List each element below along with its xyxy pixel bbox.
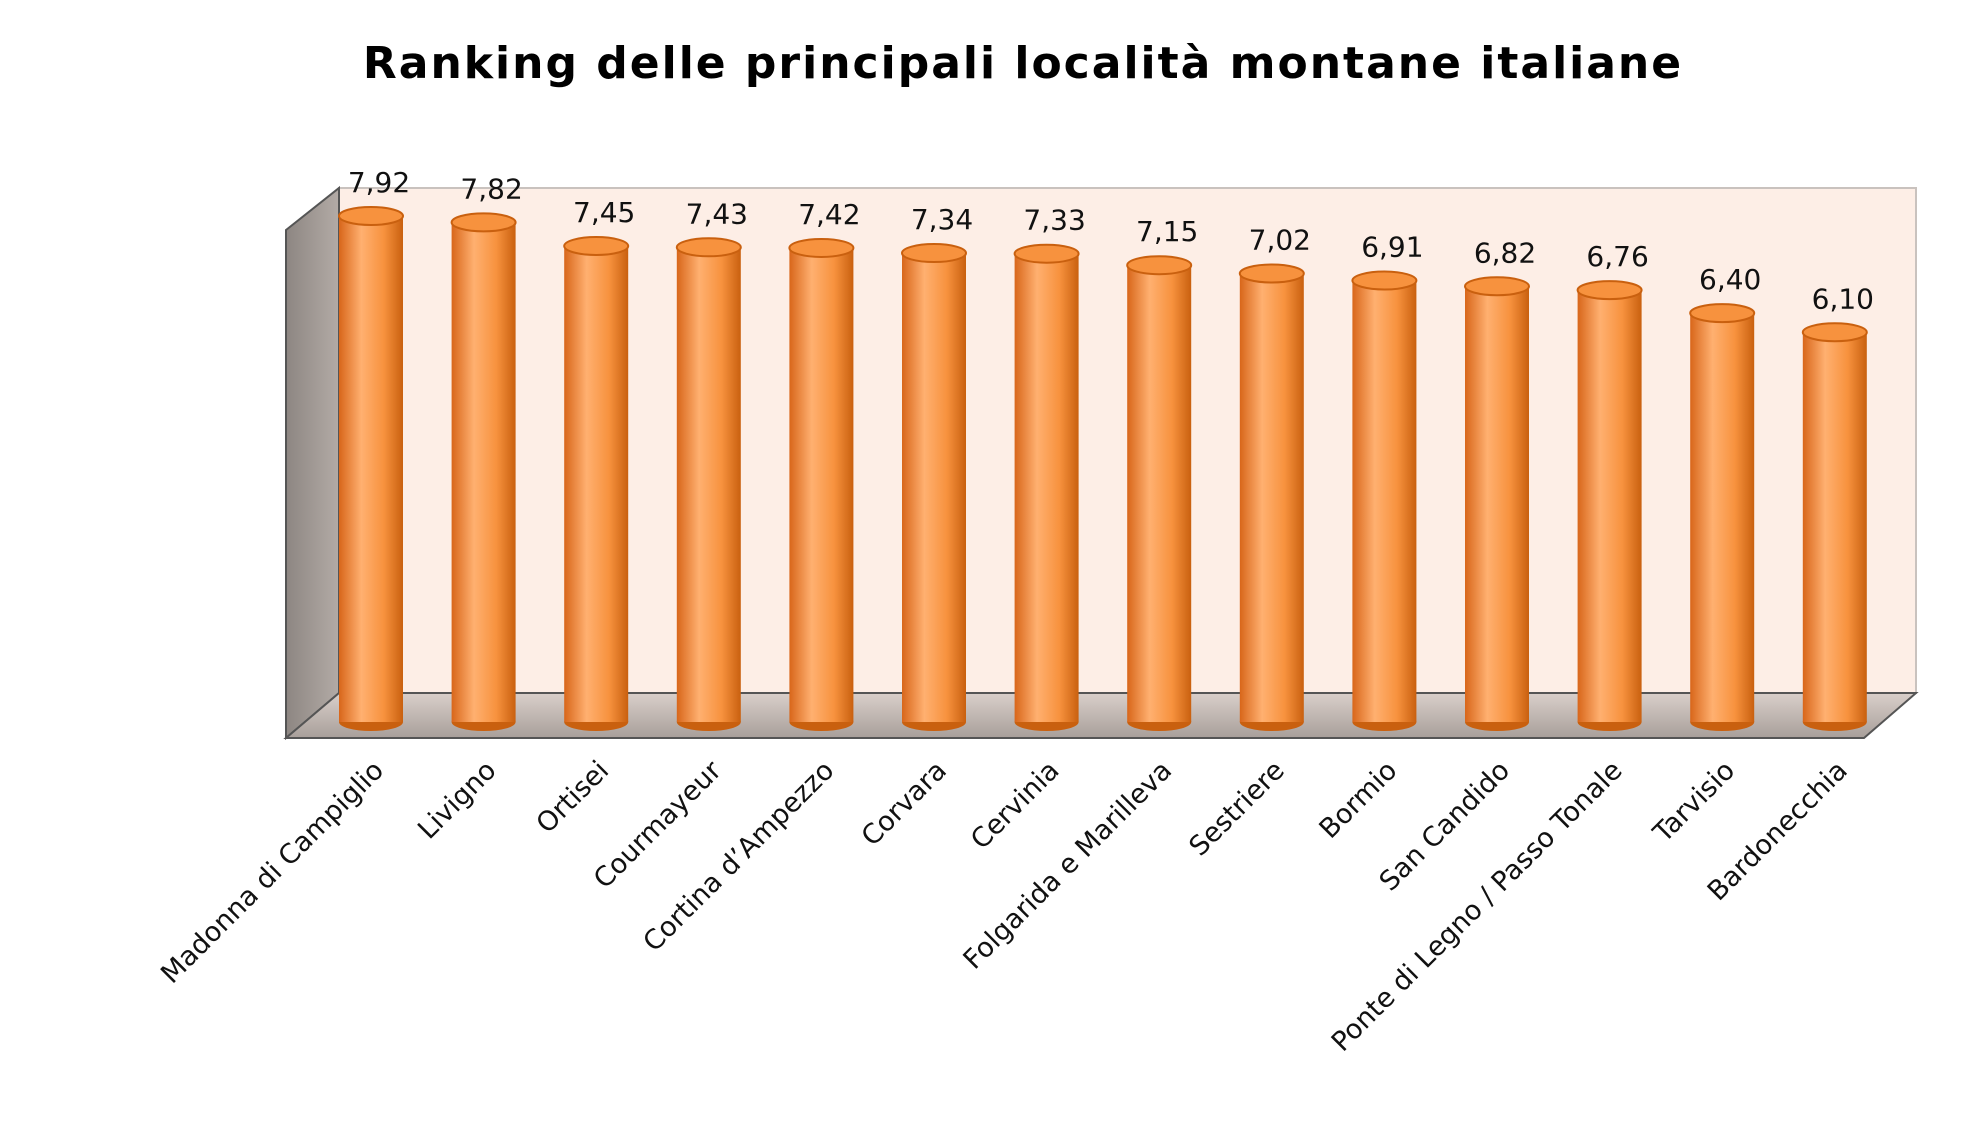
x-tick-label: Corvara (856, 755, 953, 852)
value-label: 6,82 (1474, 236, 1536, 269)
value-label: 7,45 (573, 196, 635, 229)
bar (564, 246, 629, 722)
x-tick-label: Ortisei (531, 755, 616, 840)
x-tick-label: Livigno (412, 755, 502, 845)
value-label: 6,91 (1361, 231, 1423, 264)
bar-top (1689, 303, 1756, 324)
bar (676, 247, 741, 723)
floor (283, 692, 1919, 739)
value-label: 6,76 (1586, 240, 1648, 273)
value-label: 7,33 (1023, 204, 1085, 237)
value-label: 7,42 (798, 198, 860, 231)
bar (1690, 313, 1755, 722)
x-tick-label: Folgarida e Marilleva (958, 755, 1179, 976)
bar (1352, 280, 1417, 722)
bar (451, 222, 516, 722)
x-tick-label: Cervinia (965, 755, 1066, 856)
bar-top (1013, 243, 1080, 264)
bar-top (563, 236, 630, 257)
bar (339, 216, 403, 722)
x-tick-label: Sestriere (1183, 755, 1290, 862)
value-label: 7,92 (348, 166, 410, 199)
value-label: 7,15 (1136, 215, 1198, 248)
bar-top (338, 206, 404, 226)
value-label: 7,02 (1249, 224, 1311, 257)
bar (1802, 332, 1867, 722)
bar-top (788, 237, 855, 258)
value-label: 6,10 (1812, 282, 1874, 315)
bar (902, 253, 966, 723)
bar (1127, 265, 1192, 722)
value-label: 7,43 (686, 197, 748, 230)
side-wall (285, 185, 340, 741)
bar-top (1464, 276, 1530, 297)
bar-top (1126, 255, 1193, 276)
bar (1465, 286, 1529, 722)
bar-top (450, 212, 517, 233)
bar (1014, 253, 1079, 722)
bar-top (1576, 280, 1643, 301)
value-label: 7,82 (460, 172, 522, 205)
x-tick-label: Madonna di Campiglio (155, 755, 390, 990)
bar-top (901, 243, 967, 264)
chart-title: Ranking delle principali località montan… (363, 38, 1683, 89)
value-label: 7,34 (911, 203, 973, 236)
bar-top (1801, 322, 1868, 343)
value-label: 6,40 (1699, 263, 1761, 296)
bar-top (1238, 263, 1305, 284)
bar (1577, 290, 1642, 722)
x-tick-label: Cortina d’Ampezzo (637, 755, 840, 958)
bar-top (675, 237, 742, 258)
x-tick-label: Bormio (1314, 755, 1404, 845)
x-tick-label: Tarvisio (1647, 755, 1741, 849)
bar-top (1351, 270, 1418, 291)
bar (789, 247, 854, 722)
bar (1239, 273, 1304, 722)
